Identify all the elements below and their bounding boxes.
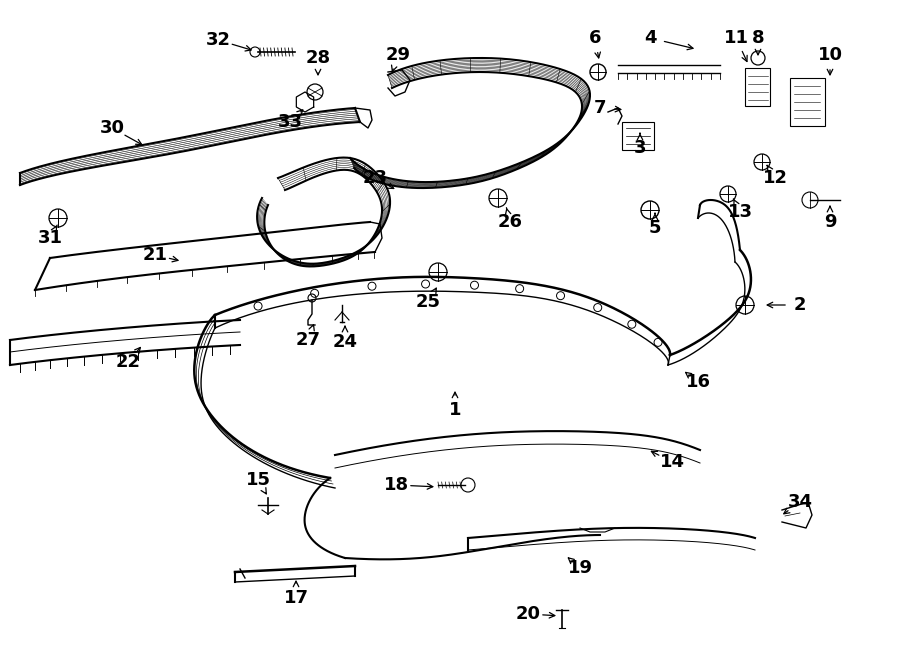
Text: 29: 29 (385, 46, 410, 64)
Text: 28: 28 (305, 49, 330, 67)
FancyBboxPatch shape (745, 68, 770, 106)
Text: 19: 19 (568, 559, 592, 577)
Text: 8: 8 (752, 29, 764, 47)
Text: 1: 1 (449, 401, 461, 419)
Text: 11: 11 (724, 29, 749, 47)
Text: 4: 4 (644, 29, 656, 47)
Text: 7: 7 (594, 99, 607, 117)
Text: 21: 21 (142, 246, 167, 264)
Text: 9: 9 (824, 213, 836, 231)
FancyBboxPatch shape (790, 78, 825, 126)
Text: 17: 17 (284, 589, 309, 607)
Text: 10: 10 (817, 46, 842, 64)
Text: 15: 15 (246, 471, 271, 489)
Text: 14: 14 (660, 453, 685, 471)
Text: 33: 33 (277, 113, 302, 131)
Text: 30: 30 (100, 119, 124, 137)
Text: 27: 27 (295, 331, 320, 349)
Text: 2: 2 (794, 296, 806, 314)
FancyBboxPatch shape (622, 122, 654, 150)
Text: 34: 34 (788, 493, 813, 511)
Text: 26: 26 (498, 213, 523, 231)
Text: 3: 3 (634, 139, 646, 157)
Text: 12: 12 (762, 169, 788, 187)
Text: 23: 23 (363, 169, 388, 187)
Text: 31: 31 (38, 229, 62, 247)
Text: 22: 22 (115, 353, 140, 371)
Text: 18: 18 (383, 476, 409, 494)
Text: 32: 32 (205, 31, 230, 49)
Text: 6: 6 (589, 29, 601, 47)
Text: 16: 16 (686, 373, 710, 391)
Text: 20: 20 (516, 605, 541, 623)
Text: 25: 25 (416, 293, 440, 311)
Text: 5: 5 (649, 219, 662, 237)
Text: 13: 13 (727, 203, 752, 221)
Text: 24: 24 (332, 333, 357, 351)
